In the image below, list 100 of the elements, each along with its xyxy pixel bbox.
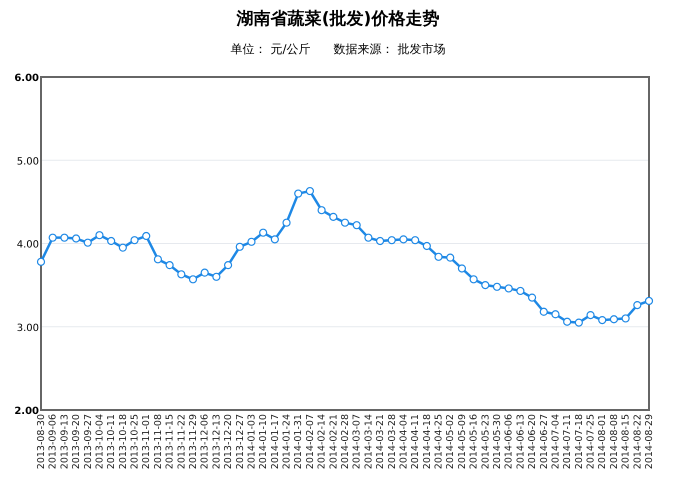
x-tick-label: 2014-07-25: [586, 414, 597, 470]
point: [574, 318, 583, 327]
point: [329, 212, 338, 221]
x-tick-label: 2013-09-20: [71, 414, 82, 470]
x-tick-label: 2014-08-08: [608, 414, 620, 470]
point: [399, 235, 408, 244]
x-tick-label: 2013-11-01: [141, 414, 152, 470]
x-tick-label: 2013-09-06: [48, 414, 59, 470]
point: [446, 254, 454, 262]
x-tick-label: 2014-04-04: [398, 414, 410, 470]
point: [259, 228, 268, 237]
x-tick-label: 2014-06-20: [527, 414, 538, 470]
x-tick-label: 2014-08-15: [620, 414, 632, 470]
x-tick-label: 2014-05-02: [445, 414, 456, 470]
x-tick-label: 2014-02-14: [316, 414, 328, 470]
point: [504, 284, 513, 293]
point: [60, 234, 68, 242]
x-tick-label: 2013-12-20: [223, 414, 234, 470]
x-tick-label: 2014-02-07: [304, 414, 316, 470]
x-tick-label: 2014-05-09: [456, 414, 468, 470]
point: [340, 218, 350, 227]
x-tick-label: 2013-10-11: [106, 414, 118, 470]
x-tick-label: 2014-07-04: [550, 414, 562, 470]
chart-title: 湖南省蔬菜(批发)价格走势: [236, 9, 440, 29]
x-tick-label: 2014-01-17: [270, 414, 281, 470]
chart-subtitle: 单位： 元/公斤 数据来源： 批发市场: [230, 42, 446, 56]
point: [188, 275, 198, 284]
point: [540, 308, 548, 316]
x-tick-label: 2013-10-25: [130, 414, 141, 470]
x-tick-label: 2013-11-22: [176, 414, 188, 470]
x-tick-label: 2014-06-27: [538, 414, 550, 470]
x-tick-label: 2014-01-03: [246, 414, 258, 470]
point: [352, 221, 361, 230]
x-tick-label: 2014-02-21: [328, 414, 340, 470]
point: [72, 234, 80, 243]
point: [212, 272, 220, 281]
y-tick-label: 5.00: [16, 156, 39, 168]
point: [586, 310, 595, 320]
point: [644, 296, 654, 306]
x-tick-label: 2014-01-31: [293, 414, 304, 470]
point: [563, 318, 572, 326]
x-tick-label: 2014-06-06: [504, 414, 515, 470]
point: [458, 264, 466, 273]
point: [247, 238, 256, 246]
point: [95, 231, 104, 240]
point: [422, 242, 431, 250]
x-tick-label: 2014-03-28: [386, 414, 398, 470]
point: [492, 282, 502, 291]
x-tick-label: 2014-05-30: [492, 414, 503, 470]
point: [470, 275, 478, 284]
point: [236, 242, 244, 251]
point: [130, 236, 139, 244]
point: [622, 314, 630, 323]
x-tick-label: 2013-11-15: [164, 414, 176, 470]
x-tick-label: 2014-03-07: [352, 414, 363, 470]
x-tick-label: 2013-09-13: [59, 414, 70, 470]
x-tick-label: 2014-04-25: [434, 414, 445, 470]
x-tick-label: 2014-07-18: [574, 414, 585, 470]
x-tick-label: 2014-01-24: [282, 414, 293, 470]
x-tick-label: 2014-01-10: [258, 414, 270, 470]
y-tick-label: 3.00: [16, 322, 39, 334]
point: [224, 261, 232, 270]
x-tick-label: 2014-08-29: [644, 414, 655, 470]
x-tick-label: 2014-08-01: [597, 414, 608, 470]
point: [270, 235, 279, 244]
point: [528, 294, 536, 302]
x-tick-label: 2013-09-27: [82, 414, 94, 470]
point: [142, 232, 150, 240]
point: [376, 236, 384, 246]
point: [166, 261, 174, 270]
point: [551, 310, 560, 318]
x-tick-label: 2014-07-11: [562, 414, 574, 470]
point: [84, 238, 92, 247]
point: [36, 258, 46, 266]
point: [434, 252, 443, 261]
point: [294, 189, 302, 198]
x-tick-label: 2014-04-11: [410, 414, 422, 470]
x-tick-label: 2014-03-21: [375, 414, 386, 470]
point: [388, 236, 396, 244]
x-tick-label: 2013-12-06: [200, 414, 211, 470]
point: [411, 236, 420, 244]
x-tick-label: 2014-03-14: [363, 414, 374, 470]
x-tick-label: 2013-10-18: [118, 414, 129, 470]
point: [364, 234, 372, 242]
point: [633, 301, 642, 310]
x-tick-label: 2014-04-18: [422, 414, 433, 470]
x-tick-label: 2014-05-23: [480, 414, 492, 470]
x-tick-label: 2013-11-08: [152, 414, 164, 470]
point: [154, 255, 162, 264]
point: [107, 236, 116, 246]
y-tick-label: 6.00: [14, 73, 40, 84]
point: [516, 286, 524, 296]
x-tick-label: 2014-02-28: [340, 414, 351, 470]
x-tick-label: 2014-05-16: [468, 414, 480, 470]
point: [282, 218, 291, 227]
x-tick-label: 2014-08-22: [632, 414, 644, 470]
point: [48, 234, 57, 242]
y-tick-label: 4.00: [16, 240, 39, 250]
point: [598, 316, 606, 324]
point: [200, 268, 209, 277]
